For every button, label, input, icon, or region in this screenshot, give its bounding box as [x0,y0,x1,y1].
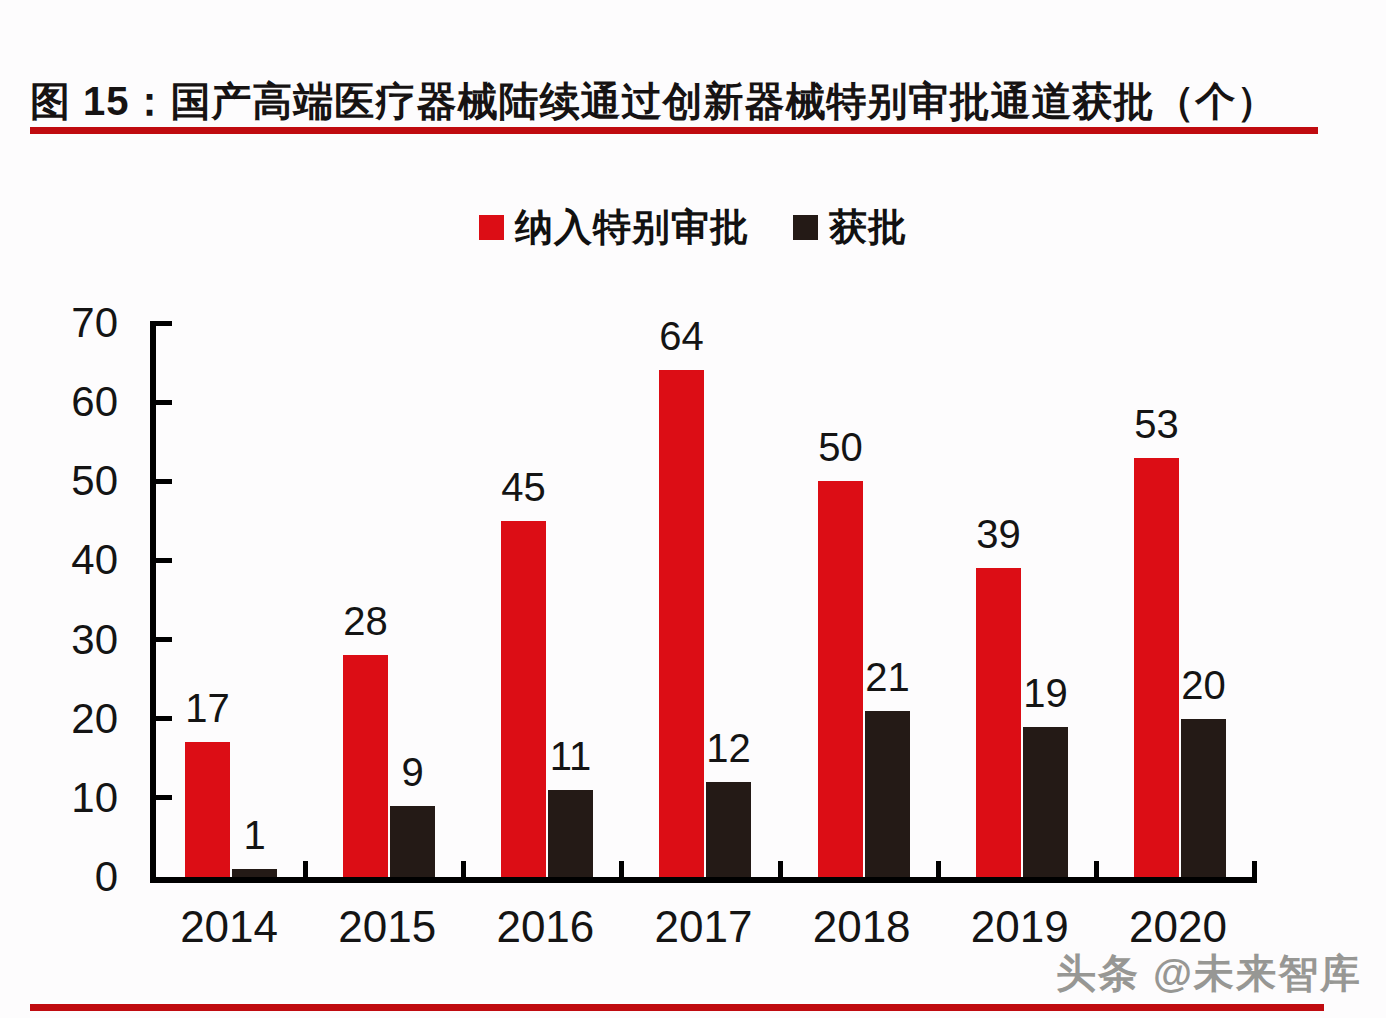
bar-approved [1181,719,1226,877]
y-axis-label: 20 [28,695,118,743]
value-label: 45 [454,465,594,509]
x-axis-label: 2018 [783,903,941,951]
value-label: 17 [138,686,278,730]
y-axis-label: 50 [28,457,118,505]
x-axis-label: 2019 [941,903,1099,951]
bottom-divider [30,1004,1324,1011]
watermark: 头条 @未来智库 [1056,946,1362,1001]
y-axis-label: 40 [28,536,118,584]
bar-approved [232,869,277,877]
x-axis-line [150,877,1257,883]
x-axis-tick [778,861,783,877]
x-axis-tick [303,861,308,877]
value-label: 28 [296,599,436,643]
bar-approved [390,806,435,877]
x-axis-tick [1094,861,1099,877]
y-axis-tick [156,479,172,484]
y-axis-tick [156,795,172,800]
value-label: 20 [1134,663,1274,707]
bar-approved [1023,727,1068,877]
x-axis-label: 2017 [624,903,782,951]
y-axis-label: 30 [28,616,118,664]
x-axis-tick [936,861,941,877]
x-axis-tick [619,861,624,877]
x-axis-label: 2015 [308,903,466,951]
value-label: 21 [818,655,958,699]
y-axis-label: 10 [28,774,118,822]
report-figure-page: 图 15：国产高端医疗器械陆续通过创新器械特别审批通道获批（个） 纳入特别审批获… [0,0,1386,1018]
value-label: 50 [771,425,911,469]
y-axis-tick [156,637,172,642]
x-axis-tick [1252,861,1257,877]
bar-approved [706,782,751,877]
value-label: 53 [1087,402,1227,446]
value-label: 19 [976,671,1116,715]
x-axis-label: 2016 [466,903,624,951]
value-label: 11 [501,734,641,778]
bar-chart: 0 10 20 30 40 50 60 70 17 1 2014 28 9 2015 45 11 2016 64 1… [0,0,1386,1018]
y-axis-label: 0 [28,853,118,901]
bar-included [976,568,1021,877]
value-label: 64 [612,314,752,358]
bar-approved [548,790,593,877]
bar-approved [865,711,910,877]
value-label: 12 [659,726,799,770]
y-axis-tick [156,321,172,326]
value-label: 9 [343,750,483,794]
bar-included [659,370,704,877]
y-axis-tick [156,558,172,563]
y-axis-label: 60 [28,378,118,426]
x-axis-tick [461,861,466,877]
x-axis-label: 2020 [1099,903,1257,951]
x-axis-label: 2014 [150,903,308,951]
bar-included [501,521,546,877]
value-label: 1 [185,813,325,857]
y-axis-label: 70 [28,299,118,347]
value-label: 39 [929,512,1069,556]
y-axis-tick [156,400,172,405]
